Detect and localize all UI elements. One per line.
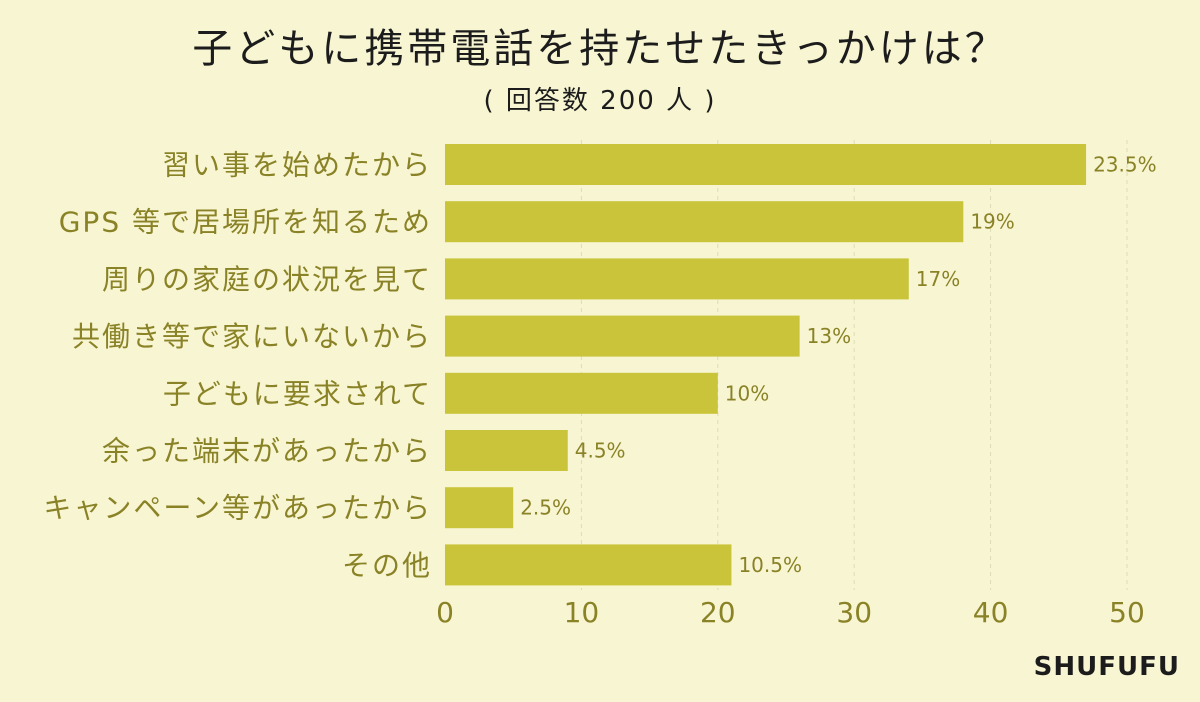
chart-title: 子どもに携帯電話を持たせたきっかけは？ <box>192 26 1008 72</box>
bar <box>445 315 800 357</box>
bar <box>445 258 909 300</box>
bar <box>445 201 964 243</box>
x-tick-label: 50 <box>1109 596 1145 629</box>
category-label: GPS 等で居場所を知るため <box>59 206 432 239</box>
x-tick-label: 20 <box>700 596 736 629</box>
category-label: キャンペーン等があったから <box>43 492 432 525</box>
bar <box>445 430 568 471</box>
source-credit: SHUFUFU <box>1033 652 1180 682</box>
value-label: 13% <box>807 324 851 348</box>
bar <box>445 144 1087 185</box>
value-label: 10.5% <box>738 553 802 577</box>
category-label: 子どもに要求されて <box>163 377 432 410</box>
value-label: 17% <box>916 267 960 291</box>
value-label: 4.5% <box>575 439 626 463</box>
value-label: 23.5% <box>1093 153 1157 177</box>
category-labels: 習い事を始めたから GPS 等で居場所を知るため周りの家庭の状況を見て共働き等で家… <box>43 149 432 582</box>
x-axis-ticks: 0 10 20 30 40 50 <box>436 596 1145 629</box>
value-labels: 23.5% 19% 17% 13% 10% 4.5% 2.5% 10.5% <box>520 153 1156 577</box>
category-label: 共働き等で家にいないから <box>72 320 432 353</box>
chart-subtitle: ( 回答数 200 人 ) <box>483 86 717 116</box>
category-label: その他 <box>342 549 432 582</box>
category-label: 余った端末があったから <box>102 435 432 468</box>
value-label: 19% <box>970 210 1014 234</box>
value-label: 2.5% <box>520 496 571 520</box>
bar <box>445 372 718 414</box>
x-tick-label: 30 <box>836 596 872 629</box>
bar <box>445 544 732 586</box>
x-tick-label: 0 <box>436 596 454 629</box>
x-tick-label: 10 <box>564 596 600 629</box>
category-label: 習い事を始めたから <box>162 149 432 182</box>
bars <box>445 144 1087 586</box>
value-label: 10% <box>725 381 769 405</box>
x-tick-label: 40 <box>973 596 1009 629</box>
bar <box>445 487 514 529</box>
category-label: 周りの家庭の状況を見て <box>102 263 432 296</box>
